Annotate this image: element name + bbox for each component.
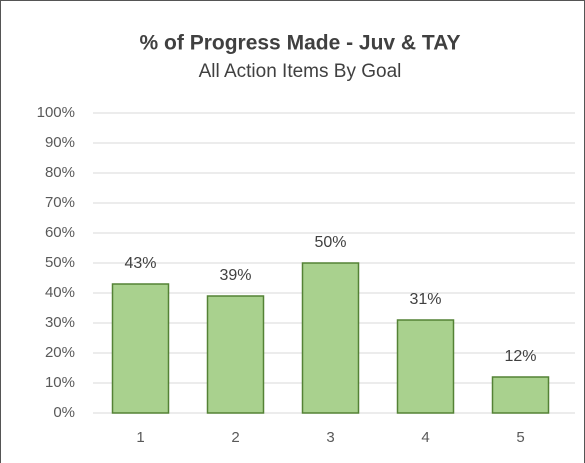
x-tick-label: 5 <box>516 429 524 446</box>
y-tick-label: 70% <box>45 194 75 211</box>
y-tick-label: 30% <box>45 314 75 331</box>
bar <box>206 295 265 414</box>
x-tick-label: 4 <box>421 429 429 446</box>
y-tick-label: 10% <box>45 374 75 391</box>
data-label: 12% <box>504 348 536 365</box>
y-tick-label: 40% <box>45 284 75 301</box>
y-tick-label: 80% <box>45 164 75 181</box>
x-tick-label: 2 <box>231 429 239 446</box>
bar <box>111 283 170 414</box>
x-tick-label: 1 <box>136 429 144 446</box>
bar <box>301 262 360 414</box>
data-label: 31% <box>409 291 441 308</box>
y-tick-label: 90% <box>45 134 75 151</box>
y-tick-label: 60% <box>45 224 75 241</box>
chart-title: % of Progress Made - Juv & TAY <box>140 32 461 55</box>
y-tick-label: 0% <box>53 404 75 421</box>
y-tick-label: 100% <box>37 104 75 121</box>
y-tick-label: 50% <box>45 254 75 271</box>
data-label: 50% <box>314 234 346 251</box>
data-label: 39% <box>219 267 251 284</box>
y-tick-label: 20% <box>45 344 75 361</box>
bar <box>396 319 455 414</box>
chart-subtitle: All Action Items By Goal <box>199 61 402 82</box>
bar <box>491 376 550 414</box>
x-tick-label: 3 <box>326 429 334 446</box>
data-label: 43% <box>124 255 156 272</box>
